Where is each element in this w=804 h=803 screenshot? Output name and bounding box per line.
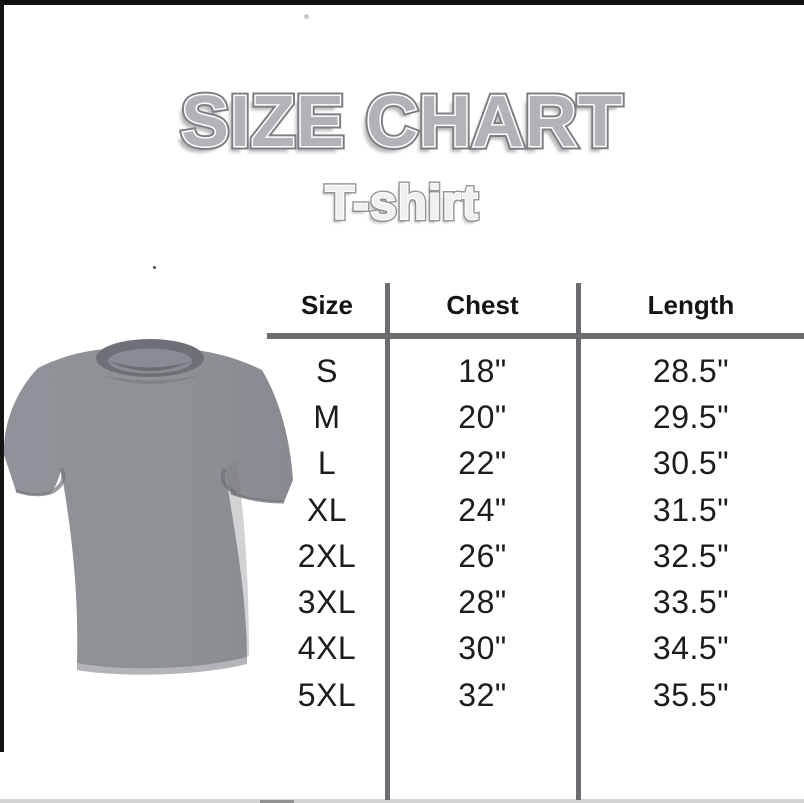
length-cell: 28.5": [652, 352, 730, 389]
page-title-outline: SIZE CHART: [178, 82, 626, 162]
page-subtitle: T-shirt T-shirt T-shirt: [323, 177, 481, 230]
length-cell: 32.5": [652, 537, 730, 574]
tshirt-crease: [49, 468, 66, 495]
page-subtitle-outline: T-shirt: [323, 177, 481, 230]
header-size: Size: [300, 289, 354, 320]
page-title-gap: SIZE CHART: [180, 82, 624, 162]
dust-speck: [153, 266, 156, 269]
tshirt-collar-shadow: [108, 361, 192, 371]
chest-cell: 24": [458, 491, 507, 528]
page-title-fill: SIZE CHART: [181, 82, 623, 162]
header-chest: Chest: [446, 289, 519, 320]
page-title: SIZE CHART SIZE CHART SIZE CHART: [178, 82, 626, 162]
length-cell: 33.5": [652, 584, 730, 621]
size-cell: S: [316, 352, 338, 389]
chest-cell: 18": [458, 352, 507, 389]
size-cell: 5XL: [297, 676, 357, 713]
length-cell: 34.5": [652, 630, 730, 667]
table-body: S 18" 28.5" M 20" 29.5" L 22" 30.5" XL 2…: [267, 348, 804, 718]
chest-cell: 22": [458, 445, 507, 482]
left-border: [0, 0, 4, 752]
column-divider: [385, 283, 390, 800]
size-table: Size Chest Length S 18" 28.5" M 20" 29.5…: [267, 280, 804, 803]
size-cell: 2XL: [297, 537, 357, 574]
table-row: S 18" 28.5": [267, 348, 804, 394]
size-cell: 3XL: [297, 584, 357, 621]
table-row: 2XL 26" 32.5": [267, 533, 804, 579]
tshirt-hem: [77, 657, 247, 675]
header-underline: [267, 333, 804, 339]
size-cell: L: [317, 445, 337, 482]
header-length: Length: [647, 289, 735, 320]
table-row: 4XL 30" 34.5": [267, 626, 804, 672]
length-cell: 29.5": [652, 398, 730, 435]
tshirt-cuff: [15, 489, 51, 497]
tshirt-crease: [220, 468, 237, 495]
bottom-border-mark: [260, 800, 294, 803]
top-border: [0, 0, 804, 5]
bottom-border: [0, 799, 804, 803]
dust-speck: [304, 14, 309, 19]
table-row: 5XL 32" 35.5": [267, 672, 804, 718]
headline-block: SIZE CHART SIZE CHART SIZE CHART T-shirt…: [0, 82, 804, 231]
chest-cell: 20": [458, 398, 507, 435]
tshirt-cuff: [230, 491, 285, 504]
page-subtitle-gap: T-shirt: [324, 177, 479, 230]
tshirt-shading: [225, 461, 249, 657]
chest-cell: 26": [458, 537, 507, 574]
table-row: 3XL 28" 33.5": [267, 579, 804, 625]
chest-cell: 28": [458, 584, 507, 621]
page-subtitle-fill: T-shirt: [325, 177, 479, 230]
table-row: L 22" 30.5": [267, 441, 804, 487]
tshirt-image: [3, 339, 294, 675]
length-cell: 30.5": [652, 445, 730, 482]
tshirt-body: [3, 345, 294, 669]
table-row: XL 24" 31.5": [267, 487, 804, 533]
size-cell: M: [313, 398, 341, 435]
table-row: M 20" 29.5": [267, 394, 804, 440]
length-cell: 31.5": [652, 491, 730, 528]
size-cell: XL: [306, 491, 348, 528]
table-header-row: Size Chest Length: [267, 280, 804, 330]
size-cell: 4XL: [297, 630, 357, 667]
chest-cell: 32": [458, 676, 507, 713]
tshirt-chest-shadow: [100, 375, 200, 384]
chest-cell: 30": [458, 630, 507, 667]
length-cell: 35.5": [652, 676, 730, 713]
column-divider: [576, 283, 581, 800]
